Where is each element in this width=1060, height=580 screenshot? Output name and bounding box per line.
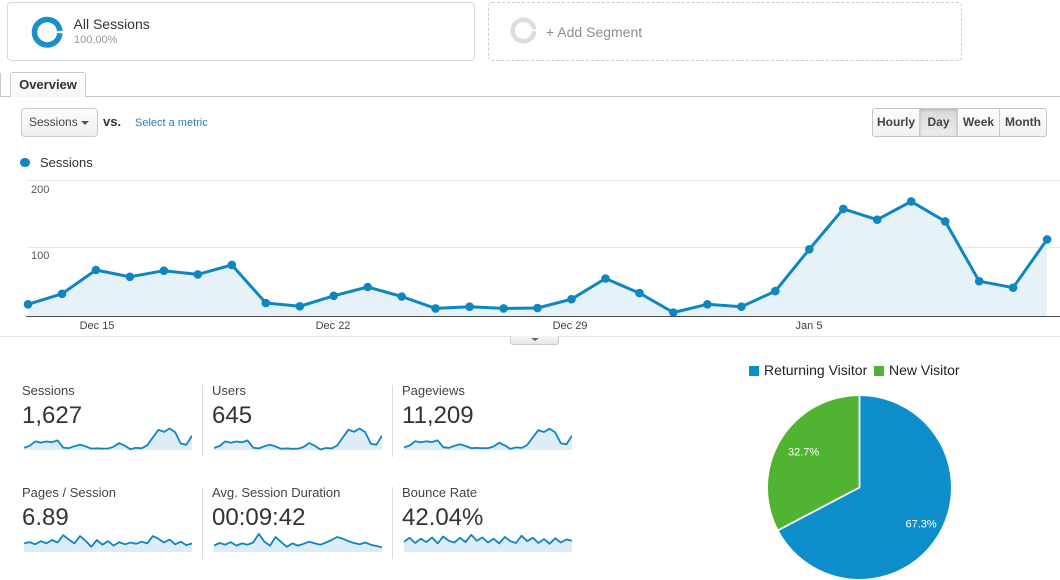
- svg-text:67.3%: 67.3%: [905, 518, 936, 530]
- svg-text:32.7%: 32.7%: [788, 446, 819, 458]
